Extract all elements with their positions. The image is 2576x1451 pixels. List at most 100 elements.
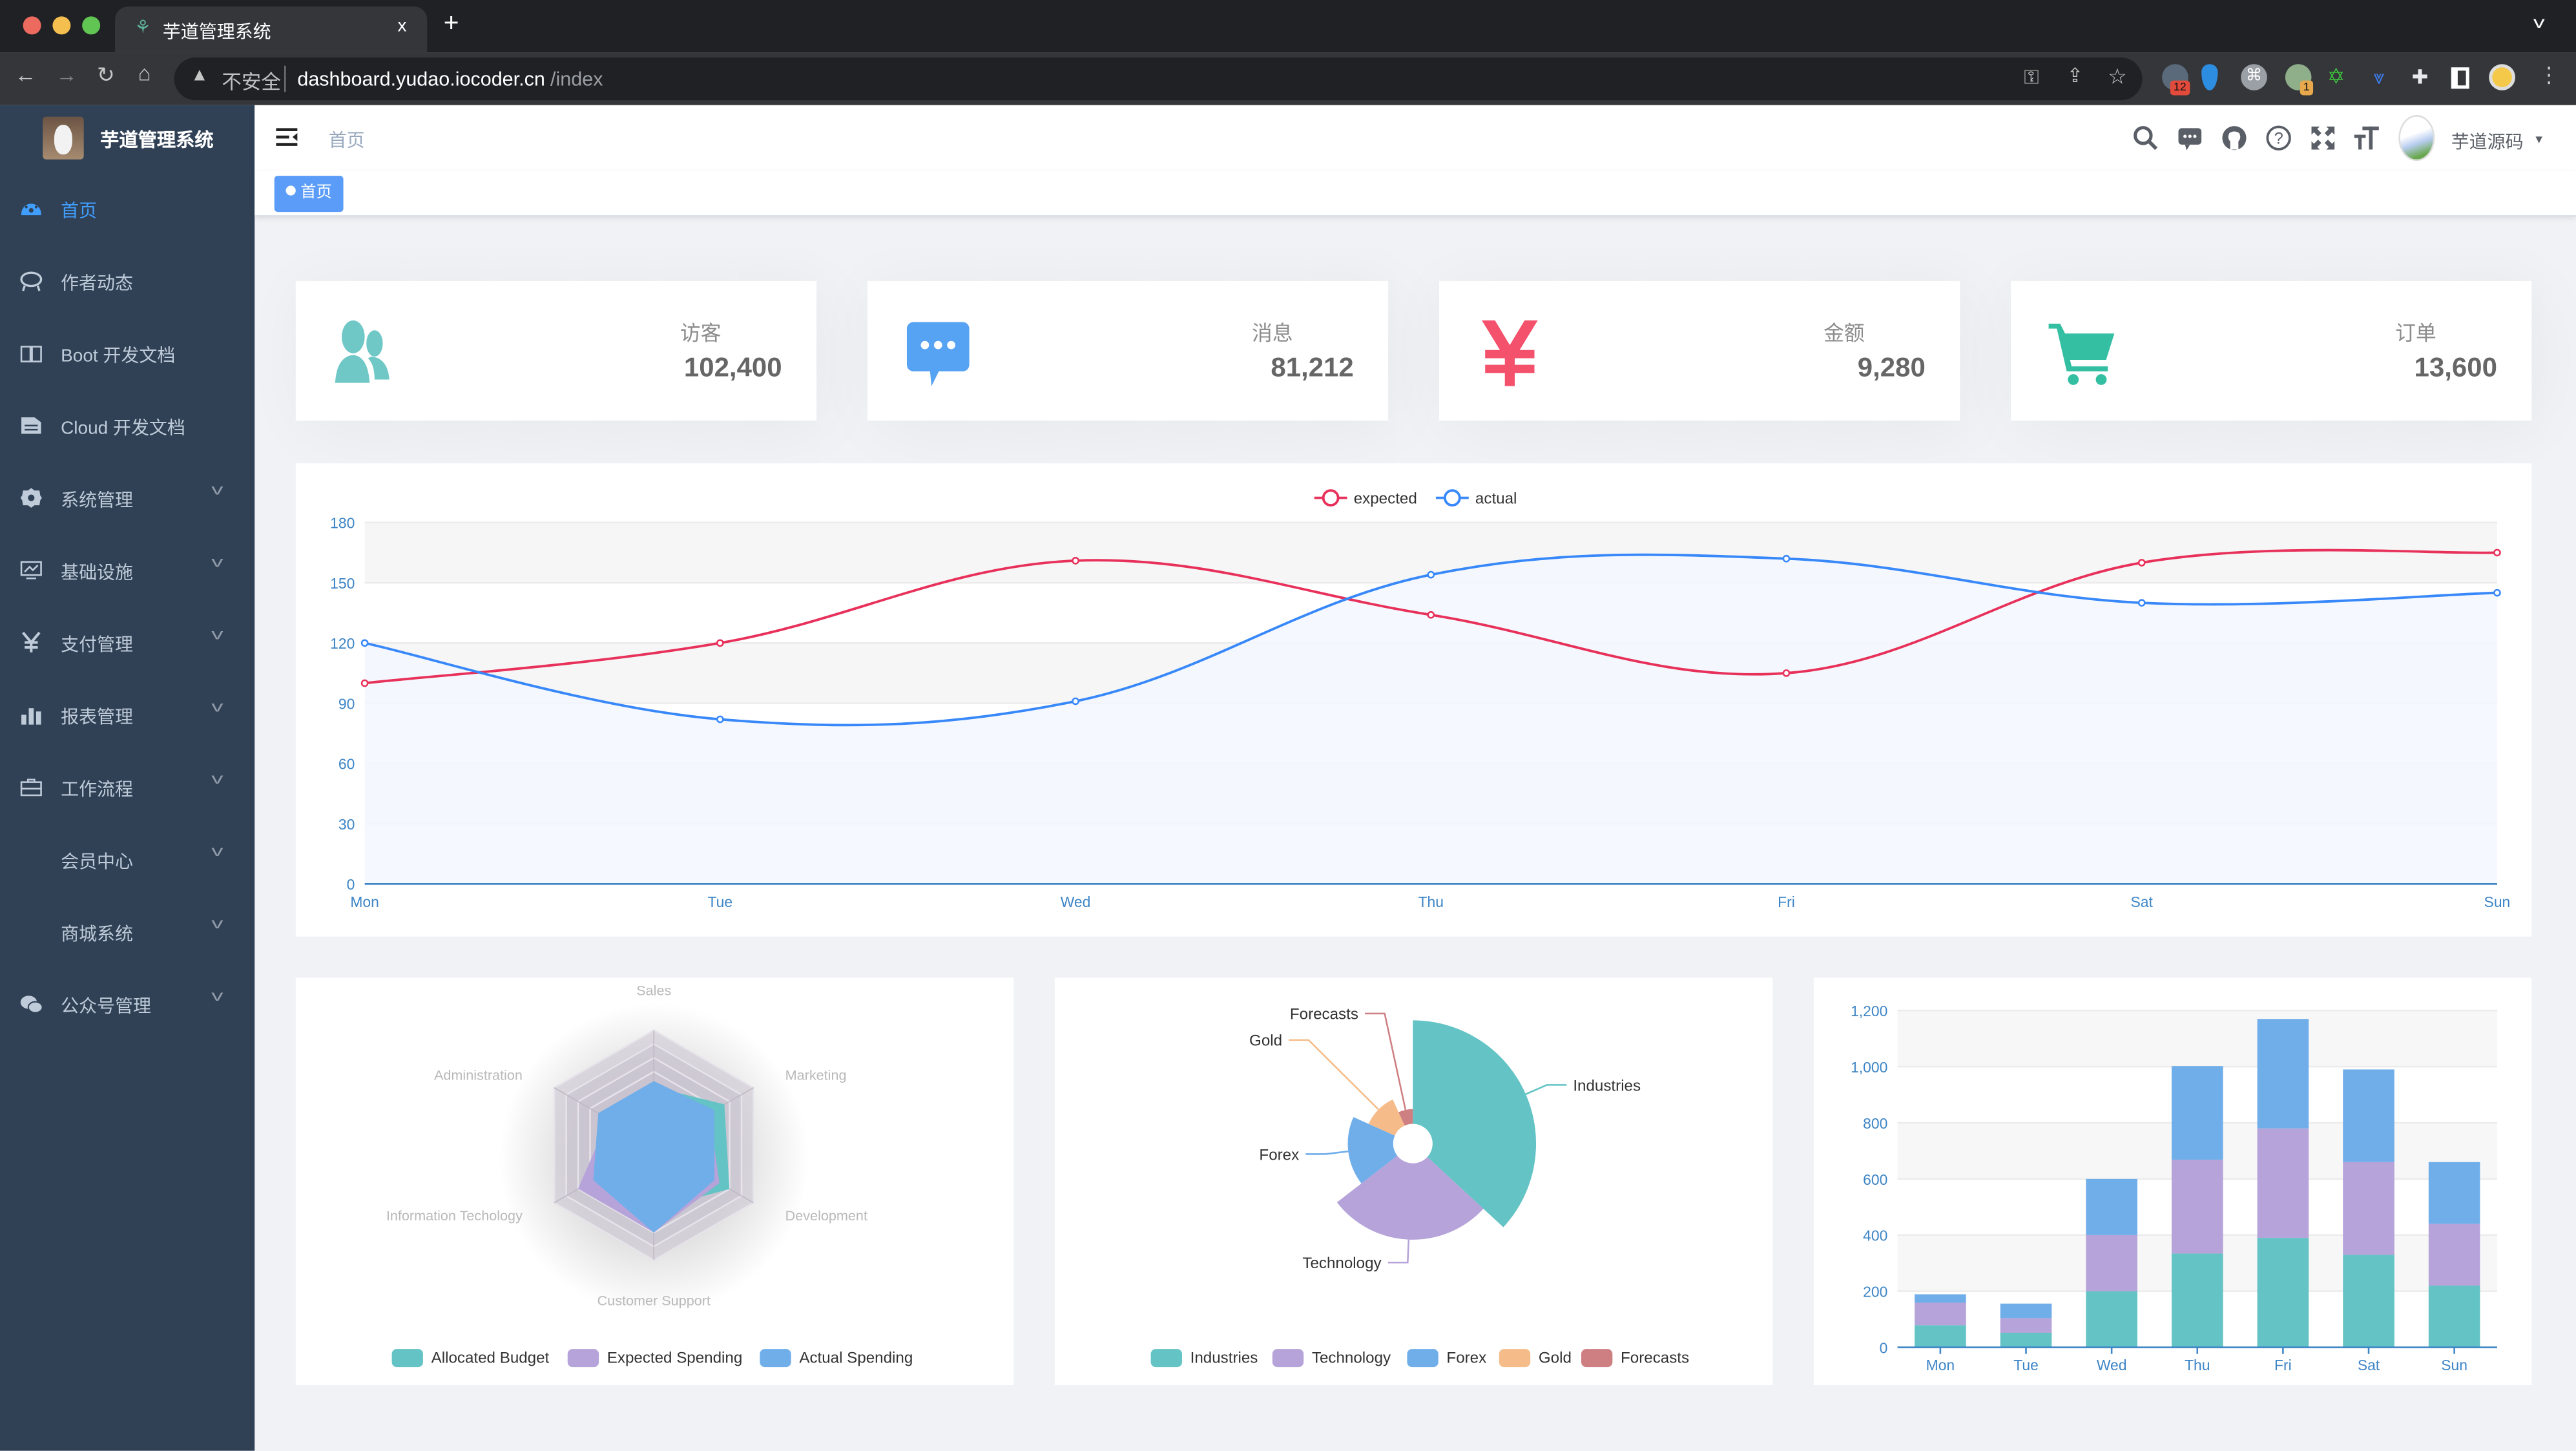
- bar-segment[interactable]: [2428, 1162, 2480, 1224]
- legend-item[interactable]: Gold: [1499, 1349, 1572, 1368]
- extension-icon[interactable]: ⩔: [2373, 65, 2385, 89]
- close-window-button[interactable]: [23, 16, 41, 35]
- bar-segment[interactable]: [2343, 1255, 2394, 1348]
- sidebar-item[interactable]: 支付管理 v: [0, 607, 254, 679]
- help-icon[interactable]: ?: [2265, 125, 2292, 151]
- pie-slice[interactable]: [1336, 1155, 1484, 1240]
- bar-segment[interactable]: [2257, 1238, 2309, 1348]
- panel-orders[interactable]: 订单 13,600: [2011, 280, 2532, 421]
- side-panel-icon[interactable]: [2451, 67, 2469, 89]
- new-tab-button[interactable]: +: [443, 10, 459, 38]
- share-icon[interactable]: ⇪: [2066, 64, 2084, 87]
- panel-messages[interactable]: 消息 81,212: [867, 280, 1389, 421]
- legend-item[interactable]: Actual Spending: [760, 1349, 913, 1368]
- legend-item[interactable]: Forecasts: [1581, 1349, 1689, 1368]
- user-avatar[interactable]: [2398, 115, 2435, 162]
- browser-menu-icon[interactable]: ⋮: [2538, 62, 2560, 87]
- github-icon[interactable]: [2221, 125, 2248, 151]
- tag-active-dot-icon: [286, 185, 296, 196]
- legend-item[interactable]: expected: [1314, 489, 1417, 508]
- sidebar-item[interactable]: Boot 开发文档: [0, 317, 254, 390]
- pie-slice[interactable]: [1413, 1020, 1537, 1227]
- bar-segment[interactable]: [2428, 1285, 2480, 1348]
- sidebar-title: 芋道管理系统: [100, 131, 214, 151]
- legend-item[interactable]: Expected Spending: [567, 1349, 743, 1368]
- legend-item[interactable]: Forex: [1407, 1349, 1486, 1368]
- back-button[interactable]: ←: [14, 62, 36, 87]
- panel-amount[interactable]: 金额 9,280: [1439, 280, 1960, 421]
- password-key-icon[interactable]: ⚿: [2024, 65, 2039, 89]
- y-tick-label: 1,000: [1851, 1059, 1887, 1076]
- legend-item[interactable]: Technology: [1272, 1349, 1391, 1368]
- chevron-down-icon: v: [211, 770, 223, 788]
- bar-segment[interactable]: [2257, 1019, 2309, 1129]
- pie-slice[interactable]: [1347, 1117, 1398, 1184]
- maximize-window-button[interactable]: [82, 16, 101, 35]
- user-dropdown-caret-icon[interactable]: ▼: [2533, 134, 2545, 147]
- bar-segment[interactable]: [2086, 1178, 2137, 1235]
- bar-segment[interactable]: [2000, 1318, 2052, 1333]
- bar-segment[interactable]: [2000, 1332, 2052, 1348]
- legend-item[interactable]: Allocated Budget: [391, 1349, 550, 1368]
- bar-segment[interactable]: [2171, 1066, 2223, 1160]
- extensions-puzzle-icon[interactable]: ✚: [2411, 65, 2429, 89]
- gear-icon: [20, 486, 43, 510]
- money-icon: [1482, 320, 1538, 386]
- bar-segment[interactable]: [2257, 1128, 2309, 1238]
- x-tick-label: Sat: [2131, 893, 2154, 910]
- sidebar-item[interactable]: 工作流程 v: [0, 751, 254, 823]
- legend-item[interactable]: actual: [1435, 489, 1517, 508]
- fullscreen-icon[interactable]: [2310, 125, 2336, 151]
- legend-item[interactable]: Industries: [1150, 1349, 1258, 1368]
- sidebar-item[interactable]: 公众号管理 v: [0, 968, 254, 1040]
- bar-segment[interactable]: [2086, 1291, 2137, 1348]
- y-tick-label: 0: [347, 876, 355, 893]
- sidebar-item[interactable]: 商城系统 v: [0, 895, 254, 968]
- bar-segment[interactable]: [2000, 1303, 2052, 1319]
- sidebar-item[interactable]: 会员中心 v: [0, 823, 254, 895]
- data-point: [716, 639, 724, 647]
- username[interactable]: 芋道源码: [2451, 133, 2524, 153]
- profile-avatar[interactable]: [2489, 64, 2515, 90]
- sidebar-item[interactable]: 作者动态: [0, 245, 254, 317]
- forward-button[interactable]: →: [56, 62, 78, 87]
- pie-slice[interactable]: [1398, 1109, 1413, 1126]
- message-icon[interactable]: [2177, 125, 2203, 151]
- bar-segment[interactable]: [2171, 1253, 2223, 1348]
- panel-visitors[interactable]: 访客 102,400: [295, 280, 817, 421]
- bar-segment[interactable]: [2343, 1069, 2394, 1162]
- search-icon[interactable]: [2132, 125, 2159, 151]
- security-label[interactable]: 不安全: [222, 70, 281, 94]
- bar-segment[interactable]: [2171, 1160, 2223, 1254]
- browser-tab[interactable]: ⚘ 芋道管理系统 x: [115, 6, 428, 53]
- minimize-window-button[interactable]: [52, 16, 71, 35]
- bar-segment[interactable]: [2086, 1235, 2137, 1291]
- bar-segment[interactable]: [2428, 1224, 2480, 1286]
- home-button[interactable]: ⌂: [138, 61, 151, 86]
- data-point: [360, 639, 369, 647]
- tab-search-chevron-icon[interactable]: v: [2533, 14, 2545, 33]
- bar-segment[interactable]: [1915, 1302, 1966, 1326]
- sidebar-item[interactable]: 首页: [0, 172, 254, 245]
- hamburger-icon[interactable]: [276, 127, 299, 148]
- x-tick-label: Wed: [1061, 893, 1091, 910]
- bar-segment[interactable]: [1915, 1294, 1966, 1303]
- pie-slice[interactable]: [1368, 1099, 1405, 1136]
- sidebar-item[interactable]: 系统管理 v: [0, 462, 254, 534]
- font-size-icon[interactable]: [2354, 125, 2381, 151]
- extension-icon[interactable]: ⌘: [2241, 64, 2267, 90]
- sidebar-item[interactable]: Cloud 开发文档: [0, 390, 254, 462]
- sidebar-item[interactable]: 基础设施 v: [0, 534, 254, 607]
- bar-segment[interactable]: [2343, 1162, 2394, 1255]
- extension-icon[interactable]: ✡: [2327, 64, 2345, 89]
- extension-icon[interactable]: [2201, 64, 2218, 90]
- tag-home[interactable]: 首页: [274, 176, 344, 213]
- line-chart-card: 0 30 60 90 120 150 180 Mon Tue Wed Thu Fri Sat Sun exp…: [295, 463, 2532, 937]
- chevron-down-icon: v: [211, 481, 223, 498]
- sidebar-item[interactable]: 报表管理 v: [0, 678, 254, 751]
- bookmark-star-icon[interactable]: ☆: [2108, 64, 2127, 89]
- address-bar[interactable]: ▲ 不安全 dashboard.yudao.iocoder.cn /index …: [174, 57, 2143, 101]
- bar-segment[interactable]: [1915, 1325, 1966, 1348]
- reload-button[interactable]: ↻: [97, 62, 115, 87]
- tab-close-button[interactable]: x: [397, 16, 407, 36]
